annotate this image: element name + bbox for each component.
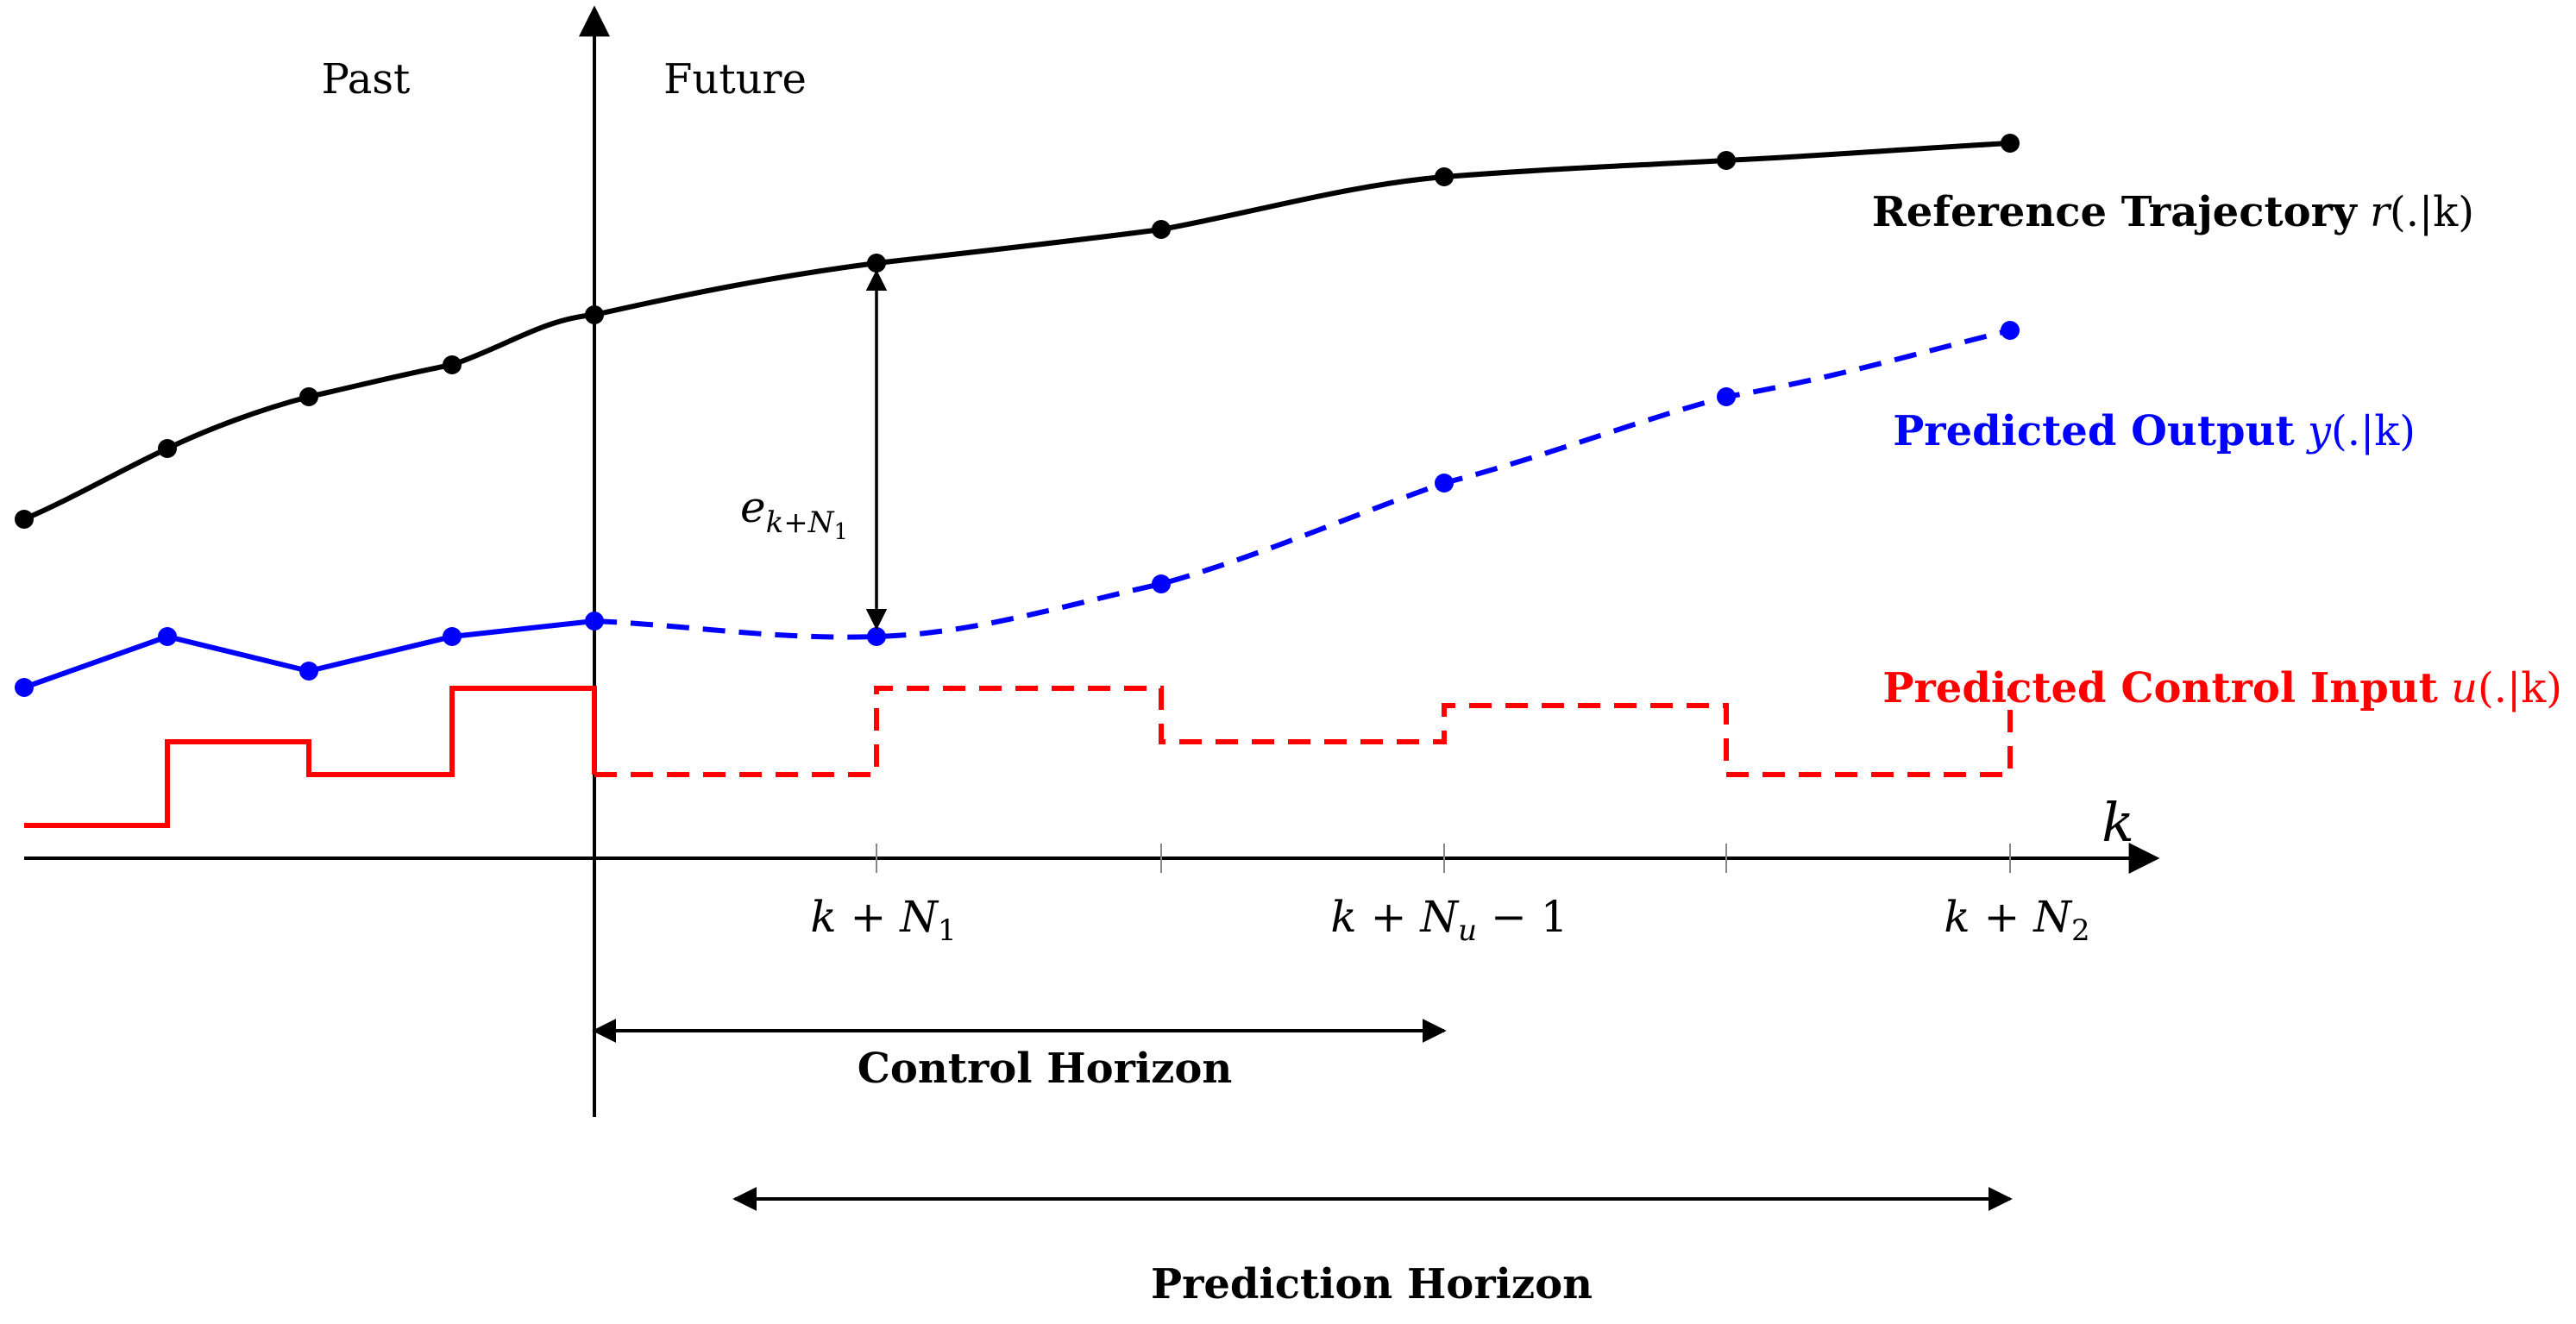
output-point bbox=[15, 678, 34, 697]
label-space bbox=[2357, 188, 2370, 236]
past-label: Past bbox=[322, 55, 411, 104]
output-point bbox=[1152, 574, 1171, 593]
label-space bbox=[2295, 407, 2308, 455]
output-point bbox=[867, 627, 886, 646]
output-point bbox=[443, 627, 462, 646]
tick-label-base: k + N bbox=[810, 892, 939, 942]
reference-point bbox=[1152, 220, 1171, 239]
error-label-subsub: 1 bbox=[833, 519, 848, 545]
reference-point bbox=[158, 439, 177, 458]
predicted-output-symbol-var: y bbox=[2306, 407, 2332, 455]
predicted-output-label: Predicted Output y(.|k) bbox=[1893, 407, 2416, 455]
output-point bbox=[1717, 387, 1736, 406]
tick-label-base: k + N bbox=[1330, 892, 1460, 942]
time-axis-label: k bbox=[2102, 791, 2134, 854]
output-point bbox=[299, 662, 318, 681]
reference-trajectory-curve bbox=[22, 141, 2011, 522]
control-horizon-label: Control Horizon bbox=[858, 1045, 1233, 1093]
output-point bbox=[585, 612, 604, 631]
error-label-sub: k+N bbox=[766, 505, 835, 540]
input-predicted-step bbox=[594, 686, 2013, 777]
tick-label-k-n1: k + N1 bbox=[810, 892, 956, 948]
reference-trajectory-symbol-var: r bbox=[2370, 188, 2392, 236]
reference-point bbox=[1717, 151, 1736, 170]
reference-point bbox=[867, 254, 886, 273]
output-points bbox=[15, 321, 2020, 697]
input-past-step bbox=[24, 686, 597, 828]
reference-trajectory-symbol-args: (.|k) bbox=[2390, 188, 2474, 236]
output-point bbox=[158, 627, 177, 646]
reference-trajectory-name: Reference Trajectory bbox=[1872, 188, 2359, 236]
predicted-output-name: Predicted Output bbox=[1893, 407, 2294, 455]
reference-point bbox=[443, 355, 462, 374]
error-label: ek+N1 bbox=[740, 482, 848, 545]
output-predicted-line bbox=[594, 328, 2011, 640]
output-point bbox=[2001, 321, 2020, 340]
prediction-horizon-label: Prediction Horizon bbox=[1151, 1260, 1593, 1308]
future-label: Future bbox=[663, 55, 807, 104]
tick-label-sub: 1 bbox=[938, 913, 957, 948]
output-point bbox=[1435, 474, 1454, 493]
tick-label-sub: 2 bbox=[2071, 913, 2090, 948]
reference-point bbox=[585, 305, 604, 324]
reference-point bbox=[2001, 134, 2020, 153]
reference-point bbox=[15, 510, 34, 529]
predicted-control-input-symbol-var: u bbox=[2451, 664, 2478, 712]
tick-label-suffix: − 1 bbox=[1477, 892, 1568, 942]
tick-label-k-n2: k + N2 bbox=[1944, 892, 2089, 948]
tick-label-sub: u bbox=[1458, 913, 1477, 948]
tick-label-base: k + N bbox=[1944, 892, 2073, 942]
tick-marks bbox=[876, 844, 2011, 873]
reference-points bbox=[15, 134, 2020, 529]
predicted-control-input-name: Predicted Control Input bbox=[1882, 664, 2437, 712]
error-label-base: e bbox=[740, 482, 766, 532]
reference-trajectory-label: Reference Trajectory r(.|k) bbox=[1872, 188, 2474, 236]
label-space bbox=[2438, 664, 2451, 712]
reference-point bbox=[299, 387, 318, 406]
predicted-output-symbol-args: (.|k) bbox=[2331, 407, 2416, 455]
reference-point bbox=[1435, 167, 1454, 186]
predicted-control-input-label: Predicted Control Input u(.|k) bbox=[1882, 664, 2562, 712]
tick-label-k-nu-minus-1: k + Nu − 1 bbox=[1330, 892, 1568, 948]
predicted-control-input-symbol-args: (.|k) bbox=[2478, 664, 2562, 712]
